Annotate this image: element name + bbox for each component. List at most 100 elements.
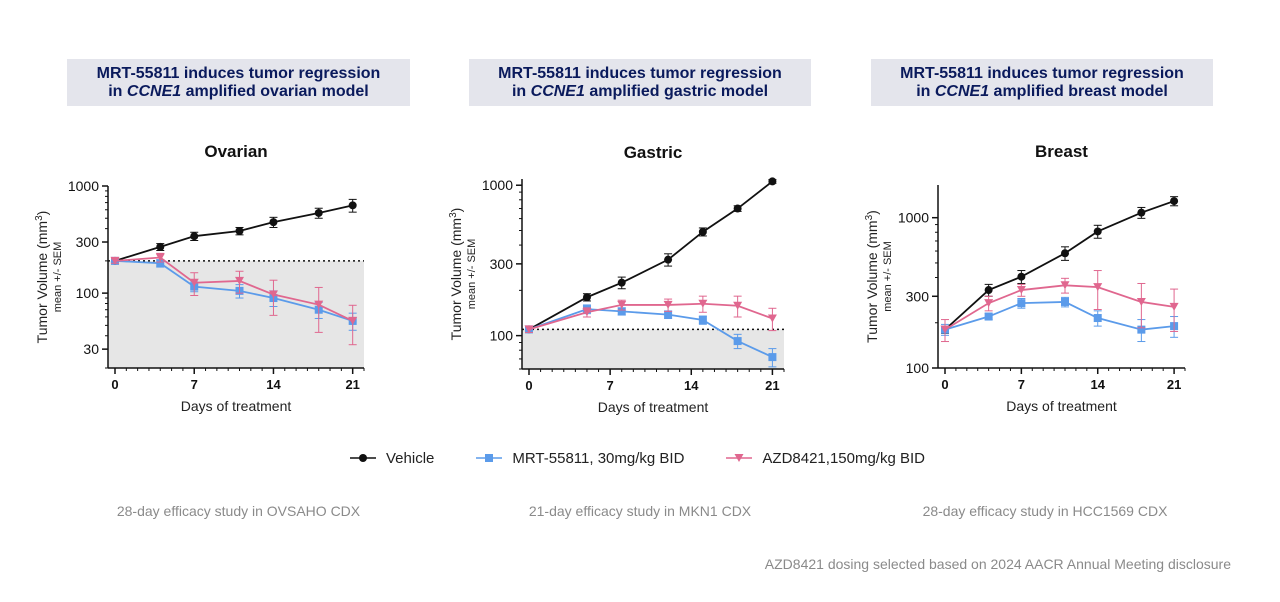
y-label-close: ) (864, 210, 880, 215)
chart-title: Gastric (624, 143, 683, 162)
point-vehicle (1170, 197, 1179, 206)
point-azd8421 (1060, 281, 1070, 290)
y-tick-label: 1000 (482, 177, 513, 193)
gene-name: CCNE1 (126, 82, 182, 100)
point-vehicle (698, 227, 707, 236)
y-axis-label-group: Tumor Volume (mm3)mean +/- SEM (448, 208, 478, 341)
series-line-vehicle (528, 180, 773, 331)
y-label-main: Tumor Volume (mm (34, 221, 50, 343)
legend-label: AZD8421,150mg/kg BID (762, 449, 925, 467)
point-azd8421 (767, 314, 777, 323)
header-line-2: in CCNE1 amplified breast model (916, 82, 1168, 100)
point-azd8421 (663, 300, 673, 309)
point-mrt-55811 (1137, 325, 1146, 334)
point-mrt-55811 (1017, 299, 1026, 308)
x-tick-label: 14 (1090, 377, 1105, 392)
gene-name: CCNE1 (934, 82, 990, 100)
panel-header-breast: MRT-55811 induces tumor regression in CC… (871, 59, 1213, 106)
point-azd8421 (1093, 283, 1103, 292)
header-line-1: MRT-55811 induces tumor regression (96, 64, 381, 82)
header-line-2-rest: amplified ovarian model (181, 82, 369, 100)
panel-header-gastric: MRT-55811 induces tumor regression in CC… (469, 59, 811, 106)
y-axis-label-group: Tumor Volume (mm3)mean +/- SEM (864, 210, 894, 343)
header-line-2-rest: amplified breast model (989, 82, 1168, 100)
dosing-note: AZD8421 dosing selected based on 2024 AA… (764, 556, 1231, 572)
header-line-2-rest: amplified gastric model (584, 82, 769, 100)
header-line-2: in CCNE1 amplified gastric model (511, 82, 769, 100)
y-axis-sublabel: mean +/- SEM (882, 241, 894, 312)
regression-region (522, 329, 784, 369)
y-label-superscript: 3 (864, 214, 875, 220)
ovarian-chart: 30 100 300 1000 0 7 14 21 Ovarian Days of treatme… (34, 142, 365, 414)
breast-chart: 100 300 1000 0 7 14 21 Breast Days of treatment T… (864, 142, 1186, 414)
header-line-1: MRT-55811 induces tumor regression (498, 64, 782, 82)
legend-label: Vehicle (386, 449, 435, 467)
study-caption-ovarian: 28-day efficacy study in OVSAHO CDX (116, 503, 361, 519)
y-label-main: Tumor Volume (mm (448, 218, 464, 340)
x-tick-label: 0 (941, 377, 948, 392)
y-tick-label: 30 (83, 341, 99, 357)
point-azd8421 (940, 325, 950, 334)
point-mrt-55811 (698, 316, 707, 325)
y-tick-label: 300 (76, 234, 100, 250)
y-tick-label: 1000 (898, 210, 929, 226)
point-vehicle (1061, 249, 1069, 258)
point-vehicle (314, 208, 323, 217)
x-tick-label: 7 (191, 377, 198, 392)
series-line-azd8421 (944, 284, 1175, 331)
point-vehicle (269, 218, 278, 227)
x-tick-label: 14 (266, 377, 281, 392)
legend-item-azd: AZD8421,150mg/kg BID (726, 450, 925, 467)
x-tick-label: 7 (1018, 377, 1025, 392)
point-vehicle (156, 242, 165, 251)
panel-header-ovarian: MRT-55811 induces tumor regression in CC… (67, 59, 410, 106)
y-label-close: ) (448, 208, 464, 213)
point-azd8421 (235, 276, 244, 285)
legend-item-mrt: MRT-55811, 30mg/kg BID (476, 450, 684, 467)
legend-item-vehicle: Vehicle (350, 450, 434, 467)
point-mrt-55811 (733, 337, 742, 346)
y-axis-label: Tumor Volume (mm3) (34, 211, 50, 344)
legend: Vehicle MRT-55811, 30mg/kg BID AZD8421,1… (350, 448, 967, 468)
y-tick-label: 100 (76, 285, 100, 301)
x-tick-label: 0 (525, 378, 532, 393)
header-line-1: MRT-55811 induces tumor regression (900, 64, 1184, 82)
y-axis-label-group: Tumor Volume (mm3)mean +/- SEM (34, 211, 64, 344)
point-mrt-55811 (768, 353, 777, 362)
x-tick-label: 7 (607, 378, 614, 393)
point-azd8421 (110, 256, 120, 265)
x-tick-label: 21 (765, 378, 779, 393)
point-azd8421 (698, 299, 708, 308)
y-label-superscript: 3 (34, 215, 45, 221)
point-vehicle (582, 293, 591, 302)
point-azd8421 (984, 299, 994, 308)
y-tick-label: 100 (906, 360, 930, 376)
chart-title: Ovarian (204, 142, 267, 161)
y-axis-sublabel: mean +/- SEM (52, 242, 64, 313)
y-tick-label: 300 (906, 288, 930, 304)
circle-marker-icon (350, 454, 376, 462)
point-vehicle (617, 278, 626, 287)
point-vehicle (235, 227, 244, 236)
y-axis-label: Tumor Volume (mm3) (864, 210, 880, 343)
point-azd8421 (189, 278, 199, 287)
point-vehicle (984, 286, 993, 295)
y-axis-sublabel: mean +/- SEM (466, 239, 478, 310)
y-label-main: Tumor Volume (mm (864, 220, 880, 342)
triangle-down-marker-icon (726, 454, 753, 462)
point-mrt-55811 (1061, 297, 1069, 306)
x-axis-label: Days of treatment (181, 398, 292, 414)
point-azd8421 (582, 308, 592, 317)
point-azd8421 (155, 253, 165, 262)
point-azd8421 (314, 300, 324, 309)
point-mrt-55811 (156, 259, 165, 268)
x-tick-label: 21 (1167, 377, 1181, 392)
regression-region (108, 260, 364, 368)
point-vehicle (733, 204, 742, 213)
y-tick-label: 100 (490, 328, 514, 344)
y-axis-label: Tumor Volume (mm3) (448, 208, 464, 341)
point-mrt-55811 (664, 310, 673, 319)
chart-title: Breast (1035, 142, 1088, 161)
study-caption-gastric: 21-day efficacy study in MKN1 CDX (528, 503, 752, 519)
x-tick-label: 0 (111, 377, 118, 392)
